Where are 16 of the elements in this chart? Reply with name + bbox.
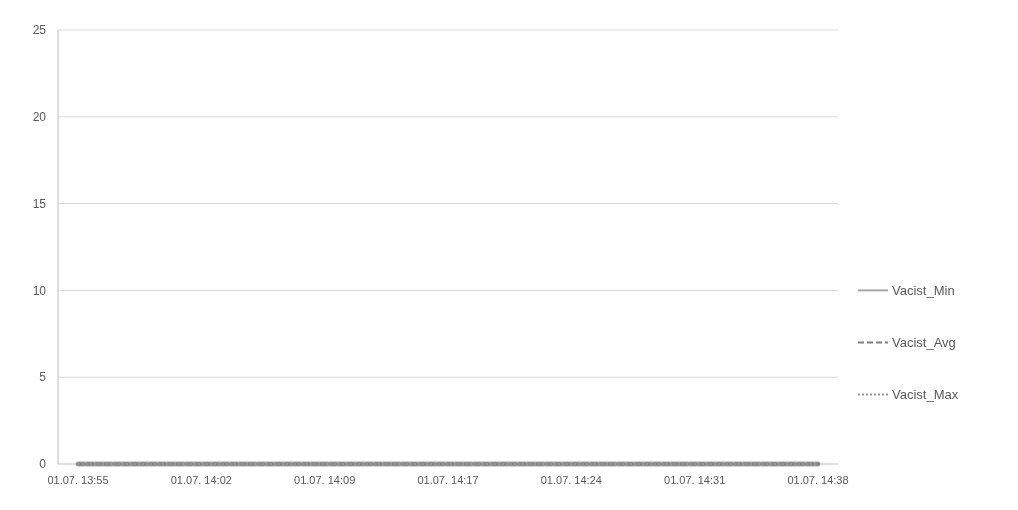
legend-label: Vacist_Min xyxy=(892,282,955,298)
x-tick-label: 01.07. 14:31 xyxy=(664,474,726,486)
y-tick-label: 15 xyxy=(32,196,47,211)
x-tick-label: 01.07. 14:17 xyxy=(417,474,479,486)
x-tick-label: 01.07. 14:09 xyxy=(294,474,356,486)
x-tick-label: 01.07. 14:24 xyxy=(540,474,602,486)
x-tick-label: 01.07. 13:55 xyxy=(47,474,109,486)
x-tick-label: 01.07. 14:02 xyxy=(170,474,232,486)
y-tick-label: 5 xyxy=(39,370,47,385)
y-tick-label: 0 xyxy=(39,457,47,472)
y-tick-label: 10 xyxy=(32,283,47,298)
legend-label: Vacist_Avg xyxy=(892,334,956,350)
x-tick-label: 01.07. 14:38 xyxy=(787,474,849,486)
legend-label: Vacist_Max xyxy=(892,386,959,402)
y-tick-label: 25 xyxy=(32,23,47,38)
y-tick-label: 20 xyxy=(32,110,47,124)
